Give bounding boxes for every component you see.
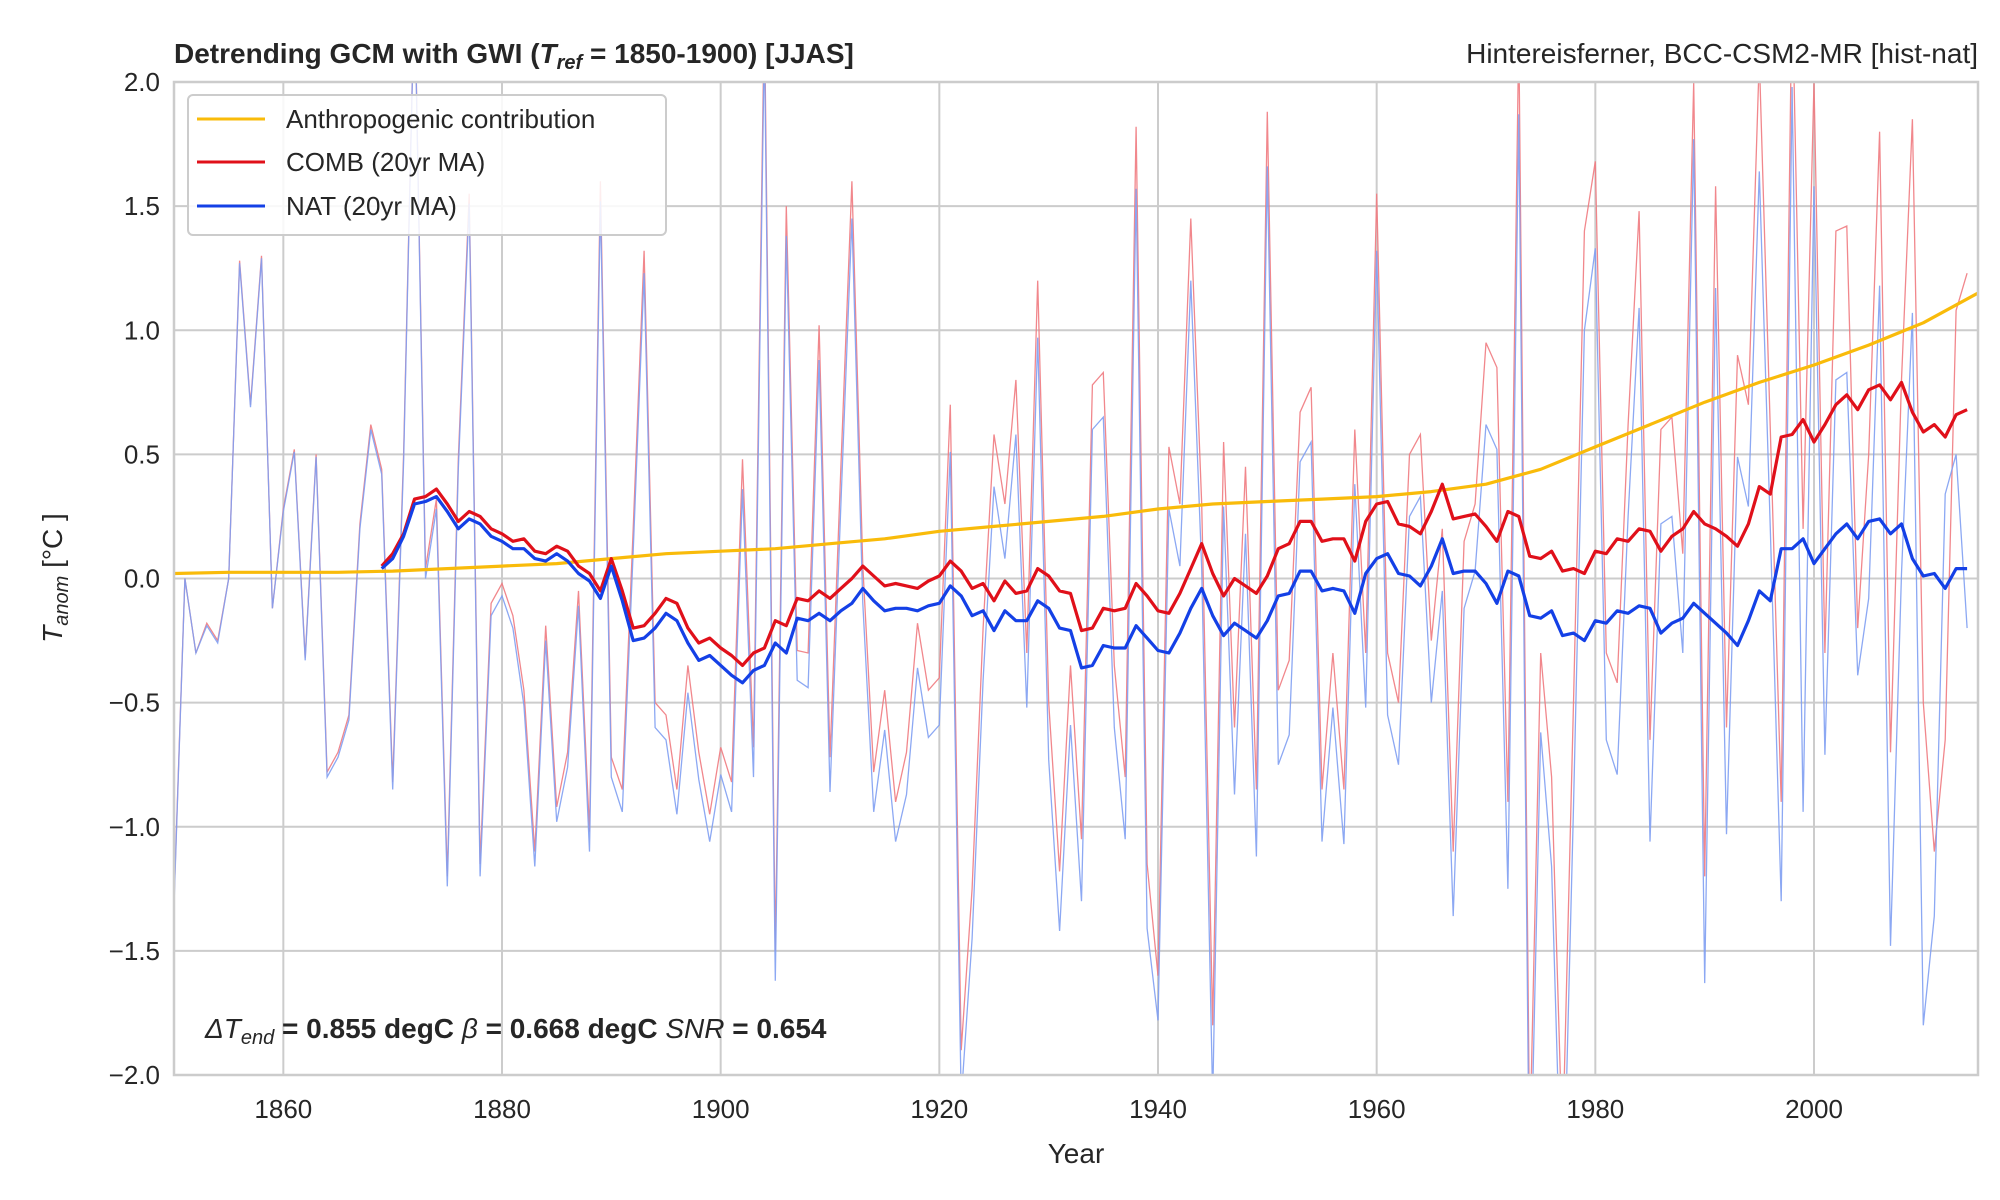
comb-20yr-ma-line: [380, 380, 1968, 667]
raw-series-layer: [174, 82, 1968, 1075]
chart-subtitle: Hintereisferner, BCC-CSM2-MR [hist-nat]: [1466, 38, 1978, 69]
y-tick-label: −1.5: [109, 936, 160, 966]
y-tick-label: 1.5: [124, 191, 160, 221]
series-layer: [174, 291, 1978, 685]
y-tick-label: 1.0: [124, 315, 160, 345]
plot-frame: [172, 80, 1980, 1077]
anthropogenic-line: [174, 291, 1978, 576]
nat-annual-line: [174, 82, 1968, 1075]
legend: Anthropogenic contribution COMB (20yr MA…: [187, 94, 667, 236]
x-tick-label: 2000: [1785, 1094, 1843, 1124]
y-tick-label: 0.0: [124, 564, 160, 594]
legend-label-comb: COMB (20yr MA): [286, 147, 485, 177]
y-axis-label: Tanom [°C ]: [37, 513, 73, 643]
x-tick-label: 1920: [910, 1094, 968, 1124]
y-tick-label: −1.0: [109, 812, 160, 842]
legend-label-nat: NAT (20yr MA): [286, 191, 457, 221]
nat-20yr-ma-line: [380, 495, 1968, 685]
x-tick-label: 1860: [254, 1094, 312, 1124]
stats-annotation: ΔTend = 0.855 degC β = 0.668 degC SNR = …: [204, 1013, 827, 1049]
y-tick-labels: 2.0 1.5 1.0 0.5 0.0 −0.5 −1.0 −1.5 −2.0: [109, 67, 160, 1090]
y-tick-label: −0.5: [109, 688, 160, 718]
legend-box: [187, 94, 667, 236]
x-tick-label: 1880: [473, 1094, 531, 1124]
y-tick-label: 0.5: [124, 439, 160, 469]
x-tick-label: 1940: [1129, 1094, 1187, 1124]
legend-label-anthropogenic: Anthropogenic contribution: [286, 104, 595, 134]
x-tick-label: 1980: [1566, 1094, 1624, 1124]
x-axis-label: Year: [1048, 1138, 1105, 1169]
x-tick-label: 1960: [1348, 1094, 1406, 1124]
x-tick-labels: 1860 1880 1900 1920 1940 1960 1980 2000: [254, 1094, 1843, 1124]
y-tick-label: −2.0: [109, 1060, 160, 1090]
x-tick-label: 1900: [692, 1094, 750, 1124]
y-tick-label: 2.0: [124, 67, 160, 97]
chart-title: Detrending GCM with GWI (Tref = 1850-190…: [174, 38, 854, 74]
